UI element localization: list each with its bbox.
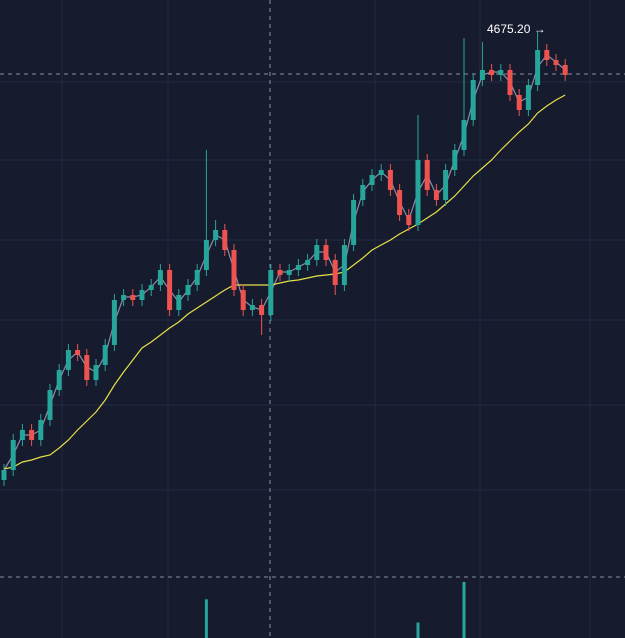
candle-body <box>516 95 522 110</box>
candle-body <box>470 80 476 120</box>
candle-body <box>167 270 173 310</box>
candle-body <box>295 265 301 270</box>
candle-body <box>360 185 366 200</box>
candle-body <box>111 300 117 345</box>
candle-body <box>378 170 384 175</box>
candle-body <box>19 430 25 440</box>
moving-average-line <box>3 94 566 470</box>
candle-body <box>498 70 504 75</box>
candle-body <box>148 285 154 290</box>
candle-body <box>553 60 559 65</box>
candle-body <box>323 245 329 260</box>
candle-body <box>47 390 53 420</box>
candle-body <box>535 50 541 85</box>
volume-bar <box>204 599 208 638</box>
candle-body <box>286 270 292 275</box>
candle-body <box>222 230 228 250</box>
candle-body <box>29 430 35 440</box>
candle-body <box>121 295 127 300</box>
candle-body <box>75 350 81 355</box>
candle-body <box>38 420 44 440</box>
candle-body <box>406 215 412 225</box>
candle-body <box>489 70 495 75</box>
candle-body <box>1 470 7 480</box>
volume-bar <box>462 581 466 638</box>
candle-body <box>231 250 237 290</box>
candle-body <box>249 305 255 310</box>
candle-body <box>443 170 449 200</box>
candle-body <box>525 85 531 110</box>
moving-average-line <box>3 54 566 471</box>
candle-body <box>10 440 16 470</box>
candle-body <box>341 245 347 285</box>
candle-body <box>461 120 467 150</box>
candle-body <box>507 70 513 95</box>
candle-body <box>102 345 108 365</box>
candle-body <box>277 270 283 275</box>
candle-body <box>314 245 320 260</box>
candle-body <box>415 160 421 225</box>
candle-body <box>369 175 375 185</box>
candle-body <box>397 190 403 215</box>
candle-body <box>157 270 163 285</box>
candle-body <box>185 285 191 295</box>
candle-body <box>332 260 338 285</box>
candle-body <box>424 160 430 190</box>
candle-body <box>452 150 458 170</box>
candle-body <box>433 190 439 200</box>
candle-body <box>84 355 90 380</box>
candle-body <box>65 350 71 370</box>
candle-body <box>387 170 393 190</box>
candle-body <box>176 295 182 310</box>
candle-body <box>203 240 209 270</box>
candle-body <box>562 65 568 75</box>
candle-body <box>139 290 145 300</box>
candle-body <box>268 270 274 315</box>
candle-body <box>93 365 99 380</box>
candle-body <box>479 70 485 80</box>
candle-body <box>130 295 136 300</box>
volume-bar <box>416 622 420 638</box>
candle-body <box>56 370 62 390</box>
candle-body <box>240 290 246 310</box>
candle-body <box>305 260 311 265</box>
candle-body <box>544 50 550 60</box>
candle-body <box>259 305 265 315</box>
candle-body <box>213 230 219 240</box>
candle-body <box>351 200 357 245</box>
price-annotation: 4675.20 → <box>487 22 546 36</box>
candle-body <box>194 270 200 285</box>
